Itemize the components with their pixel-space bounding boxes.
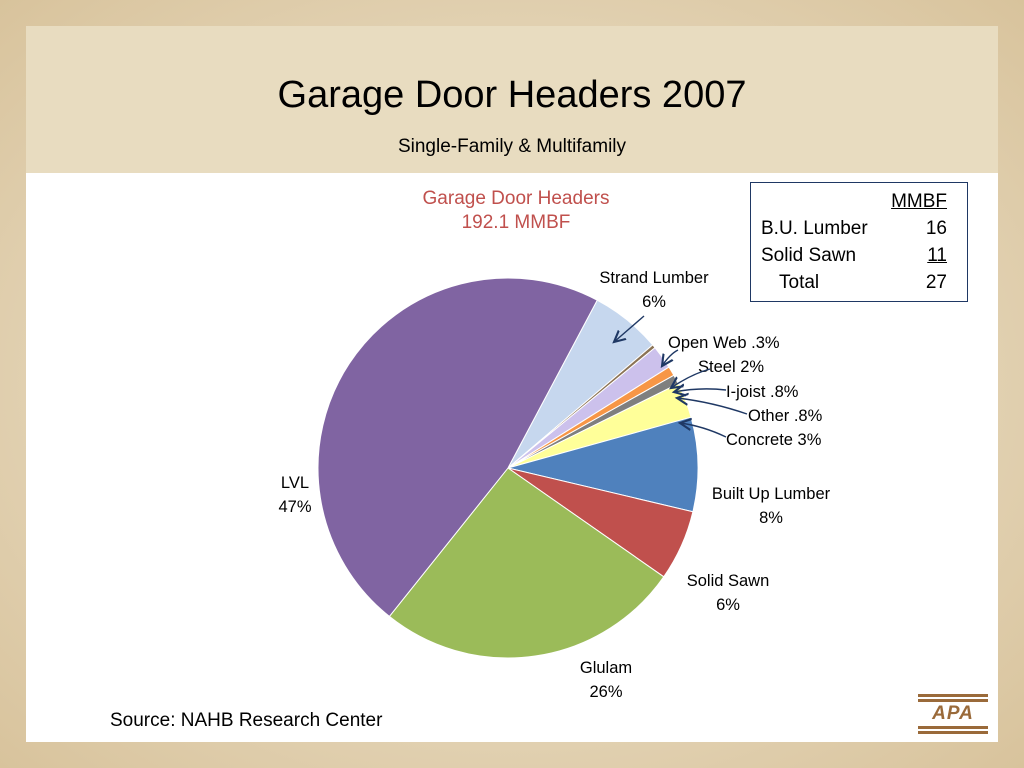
mmbf-header: MMBF xyxy=(891,191,947,212)
logo-bar xyxy=(918,699,988,702)
header-band xyxy=(26,26,998,173)
label-leader-arrow xyxy=(680,423,727,438)
label-leader-arrow xyxy=(662,349,679,366)
source-note: Source: NAHB Research Center xyxy=(110,710,383,731)
slice-label: Concrete 3% xyxy=(726,431,822,449)
mmbf-row-value: 11 xyxy=(927,245,947,266)
mmbf-header-row: MMBF xyxy=(761,191,947,217)
slice-label: Steel 2% xyxy=(698,358,764,376)
slice-label: Solid Sawn 6% xyxy=(687,572,770,614)
label-leader-arrow xyxy=(674,389,727,392)
slice-label: LVL 47% xyxy=(278,474,311,516)
label-leader-arrow xyxy=(614,315,645,342)
mmbf-row: Solid Sawn 11 xyxy=(761,245,947,271)
slide: Garage Door Headers 2007 Single-Family &… xyxy=(26,26,998,742)
logo-bar xyxy=(918,731,988,734)
mmbf-row-value: 27 xyxy=(925,272,947,293)
slice-label: Glulam 26% xyxy=(580,659,632,701)
slice-label: Open Web .3% xyxy=(668,334,780,352)
chart-title-line2: 192.1 MMBF xyxy=(461,212,571,233)
mmbf-row-label: Solid Sawn xyxy=(761,245,857,266)
mmbf-row-value: 16 xyxy=(925,218,947,239)
slide-title: Garage Door Headers 2007 xyxy=(277,74,747,116)
mmbf-table: MMBF B.U. Lumber 16 Solid Sawn 11 Total … xyxy=(750,182,968,302)
slice-label: Built Up Lumber 8% xyxy=(712,485,831,527)
logo-bar xyxy=(918,694,988,697)
mmbf-row-label: B.U. Lumber xyxy=(761,218,868,239)
pie-chart: Strand Lumber 6% Open Web .3% Steel 2% I-joi… xyxy=(278,269,831,701)
label-leader-arrow xyxy=(677,398,748,415)
pie-slice-glulam xyxy=(388,467,665,659)
logo-bar xyxy=(918,726,988,729)
mmbf-row-label: Total xyxy=(779,272,820,293)
slice-label: Other .8% xyxy=(748,407,823,425)
slice-label: I-joist .8% xyxy=(726,383,799,401)
mmbf-row: B.U. Lumber 16 xyxy=(761,218,947,244)
apa-logo: APA xyxy=(918,694,988,734)
logo-text: APA xyxy=(932,703,974,724)
slice-label: Strand Lumber 6% xyxy=(599,269,709,311)
chart-title: Garage Door Headers 192.1 MMBF xyxy=(386,187,646,235)
slide-subtitle: Single-Family & Multifamily xyxy=(397,136,627,157)
chart-title-line1: Garage Door Headers xyxy=(422,188,610,209)
mmbf-row: Total 27 xyxy=(761,272,947,298)
pie-slice-lvl xyxy=(317,277,598,618)
